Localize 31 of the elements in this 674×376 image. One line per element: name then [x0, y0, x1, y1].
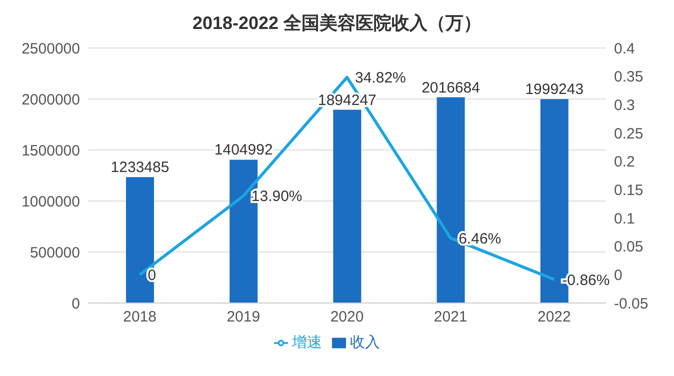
y2-tick-label: 0.4 — [614, 40, 635, 58]
y2-tick-label: 0.35 — [614, 68, 644, 86]
data-label: 2016684 — [422, 79, 480, 96]
bar — [333, 110, 362, 303]
y2-tick-label: -0.05 — [614, 295, 648, 312]
x-tick-label: 2019 — [226, 308, 260, 326]
y-tick-label: 0 — [72, 295, 80, 312]
y2-tick-label: 0 — [614, 266, 622, 284]
y2-tick-label: 0.15 — [614, 182, 644, 199]
y2-tick-label: 0.2 — [614, 154, 635, 171]
data-label: 34.82% — [355, 70, 406, 87]
y-tick-label: 500000 — [30, 244, 80, 262]
y2-tick-label: 0.3 — [614, 96, 635, 114]
chart-title: 2018-2022 全国美容医院收入（万） — [191, 12, 483, 35]
y2-tick-label: 0.1 — [614, 210, 635, 228]
y-tick-label: 1000000 — [22, 193, 80, 210]
bar — [126, 177, 154, 303]
x-tick-label: 2018 — [123, 308, 156, 326]
legend-label: 增速 — [292, 334, 322, 351]
x-tick-label: 2020 — [330, 308, 364, 326]
y2-tick-label: 0.05 — [614, 238, 644, 256]
legend-label: 收入 — [350, 334, 380, 351]
y-tick-label: 2500000 — [22, 40, 80, 58]
data-label: 1233485 — [110, 159, 170, 176]
x-tick-label: 2021 — [434, 308, 468, 326]
data-label: 1404992 — [214, 142, 273, 159]
data-label: 1999243 — [525, 81, 584, 98]
y2-tick-label: 0.25 — [614, 125, 644, 142]
x-tick-label: 2022 — [538, 308, 571, 326]
y-tick-label: 1500000 — [22, 142, 80, 160]
y-tick-label: 2000000 — [22, 91, 80, 108]
